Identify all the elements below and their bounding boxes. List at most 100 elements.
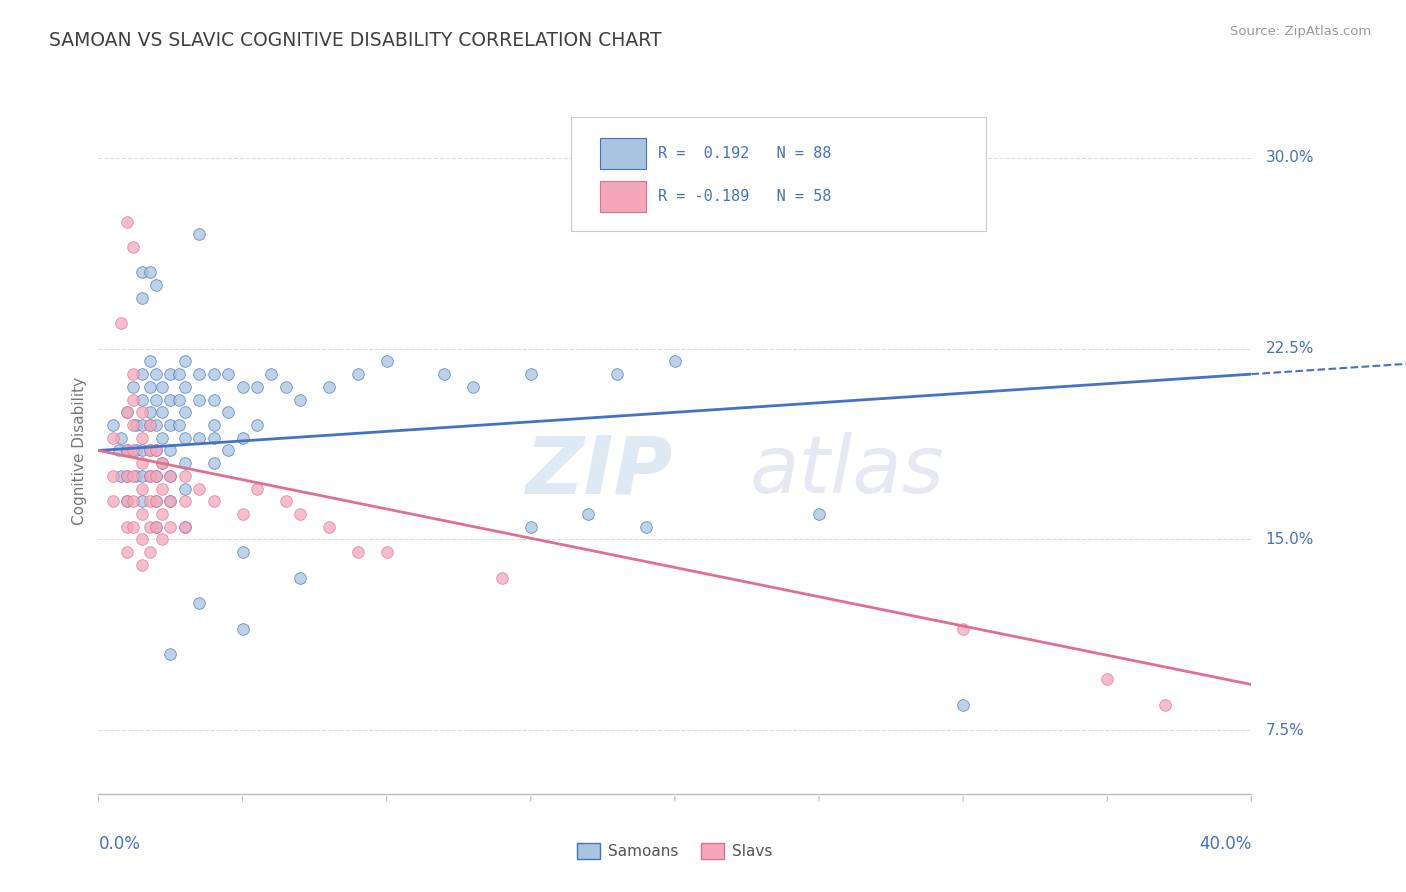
Point	[150, 431, 173, 445]
Point	[246, 380, 269, 394]
FancyBboxPatch shape	[571, 118, 986, 231]
Point	[131, 291, 153, 305]
Point	[131, 456, 153, 470]
Point	[101, 417, 124, 432]
Point	[131, 558, 153, 572]
Point	[520, 367, 543, 381]
Point	[246, 482, 269, 496]
Point	[433, 367, 456, 381]
Point	[274, 380, 297, 394]
Point	[131, 469, 153, 483]
Point	[145, 392, 167, 407]
Point	[1153, 698, 1175, 712]
Point	[159, 647, 181, 661]
Point	[122, 392, 145, 407]
Point	[131, 507, 153, 521]
Point	[131, 533, 153, 547]
Point	[131, 405, 153, 419]
Point	[636, 520, 658, 534]
Point	[159, 417, 181, 432]
Point	[139, 354, 162, 368]
Point	[231, 545, 254, 559]
Text: 7.5%: 7.5%	[1265, 723, 1305, 738]
Point	[174, 405, 197, 419]
Point	[375, 545, 398, 559]
Point	[131, 431, 153, 445]
Text: R =  0.192   N = 88: R = 0.192 N = 88	[658, 145, 831, 161]
Point	[202, 392, 225, 407]
Point	[150, 507, 173, 521]
Point	[101, 469, 124, 483]
Point	[117, 545, 138, 559]
Point	[145, 443, 167, 458]
Point	[107, 443, 129, 458]
Point	[174, 431, 197, 445]
Text: R = -0.189   N = 58: R = -0.189 N = 58	[658, 189, 831, 204]
Point	[217, 443, 239, 458]
Point	[117, 494, 138, 508]
Point	[139, 469, 162, 483]
Point	[110, 469, 132, 483]
Text: 22.5%: 22.5%	[1265, 342, 1315, 356]
Point	[117, 494, 138, 508]
Text: Source: ZipAtlas.com: Source: ZipAtlas.com	[1230, 25, 1371, 38]
Point	[117, 469, 138, 483]
Point	[145, 469, 167, 483]
Point	[260, 367, 283, 381]
Point	[131, 482, 153, 496]
Point	[117, 469, 138, 483]
Point	[122, 367, 145, 381]
Point	[318, 380, 340, 394]
Point	[1097, 673, 1119, 687]
Point	[139, 494, 162, 508]
Point	[217, 405, 239, 419]
Point	[117, 443, 138, 458]
Point	[952, 622, 974, 636]
Point	[159, 469, 181, 483]
Point	[202, 431, 225, 445]
Point	[375, 354, 398, 368]
Point	[145, 417, 167, 432]
Point	[664, 354, 686, 368]
Text: ZIP: ZIP	[524, 432, 672, 510]
Point	[461, 380, 484, 394]
Point	[290, 507, 312, 521]
Point	[606, 367, 628, 381]
Point	[145, 494, 167, 508]
Point	[131, 494, 153, 508]
Point	[122, 240, 145, 254]
Point	[145, 469, 167, 483]
Point	[188, 482, 211, 496]
Point	[139, 417, 162, 432]
Point	[125, 469, 148, 483]
Point	[110, 316, 132, 330]
Point	[139, 443, 162, 458]
Point	[150, 533, 173, 547]
Point	[174, 494, 197, 508]
Point	[139, 417, 162, 432]
Point	[131, 417, 153, 432]
Point	[520, 520, 543, 534]
Point	[346, 367, 368, 381]
Point	[139, 380, 162, 394]
Text: 0.0%: 0.0%	[98, 835, 141, 853]
Point	[122, 494, 145, 508]
Point	[491, 571, 513, 585]
Point	[167, 392, 190, 407]
Point	[721, 214, 744, 228]
Point	[150, 456, 173, 470]
Point	[318, 520, 340, 534]
Point	[174, 520, 197, 534]
Point	[117, 443, 138, 458]
Point	[131, 392, 153, 407]
Point	[150, 405, 173, 419]
Point	[125, 417, 148, 432]
Point	[578, 507, 600, 521]
Point	[122, 443, 145, 458]
Point	[167, 417, 190, 432]
Point	[246, 417, 269, 432]
Point	[174, 520, 197, 534]
Point	[145, 367, 167, 381]
Point	[188, 392, 211, 407]
Point	[145, 520, 167, 534]
